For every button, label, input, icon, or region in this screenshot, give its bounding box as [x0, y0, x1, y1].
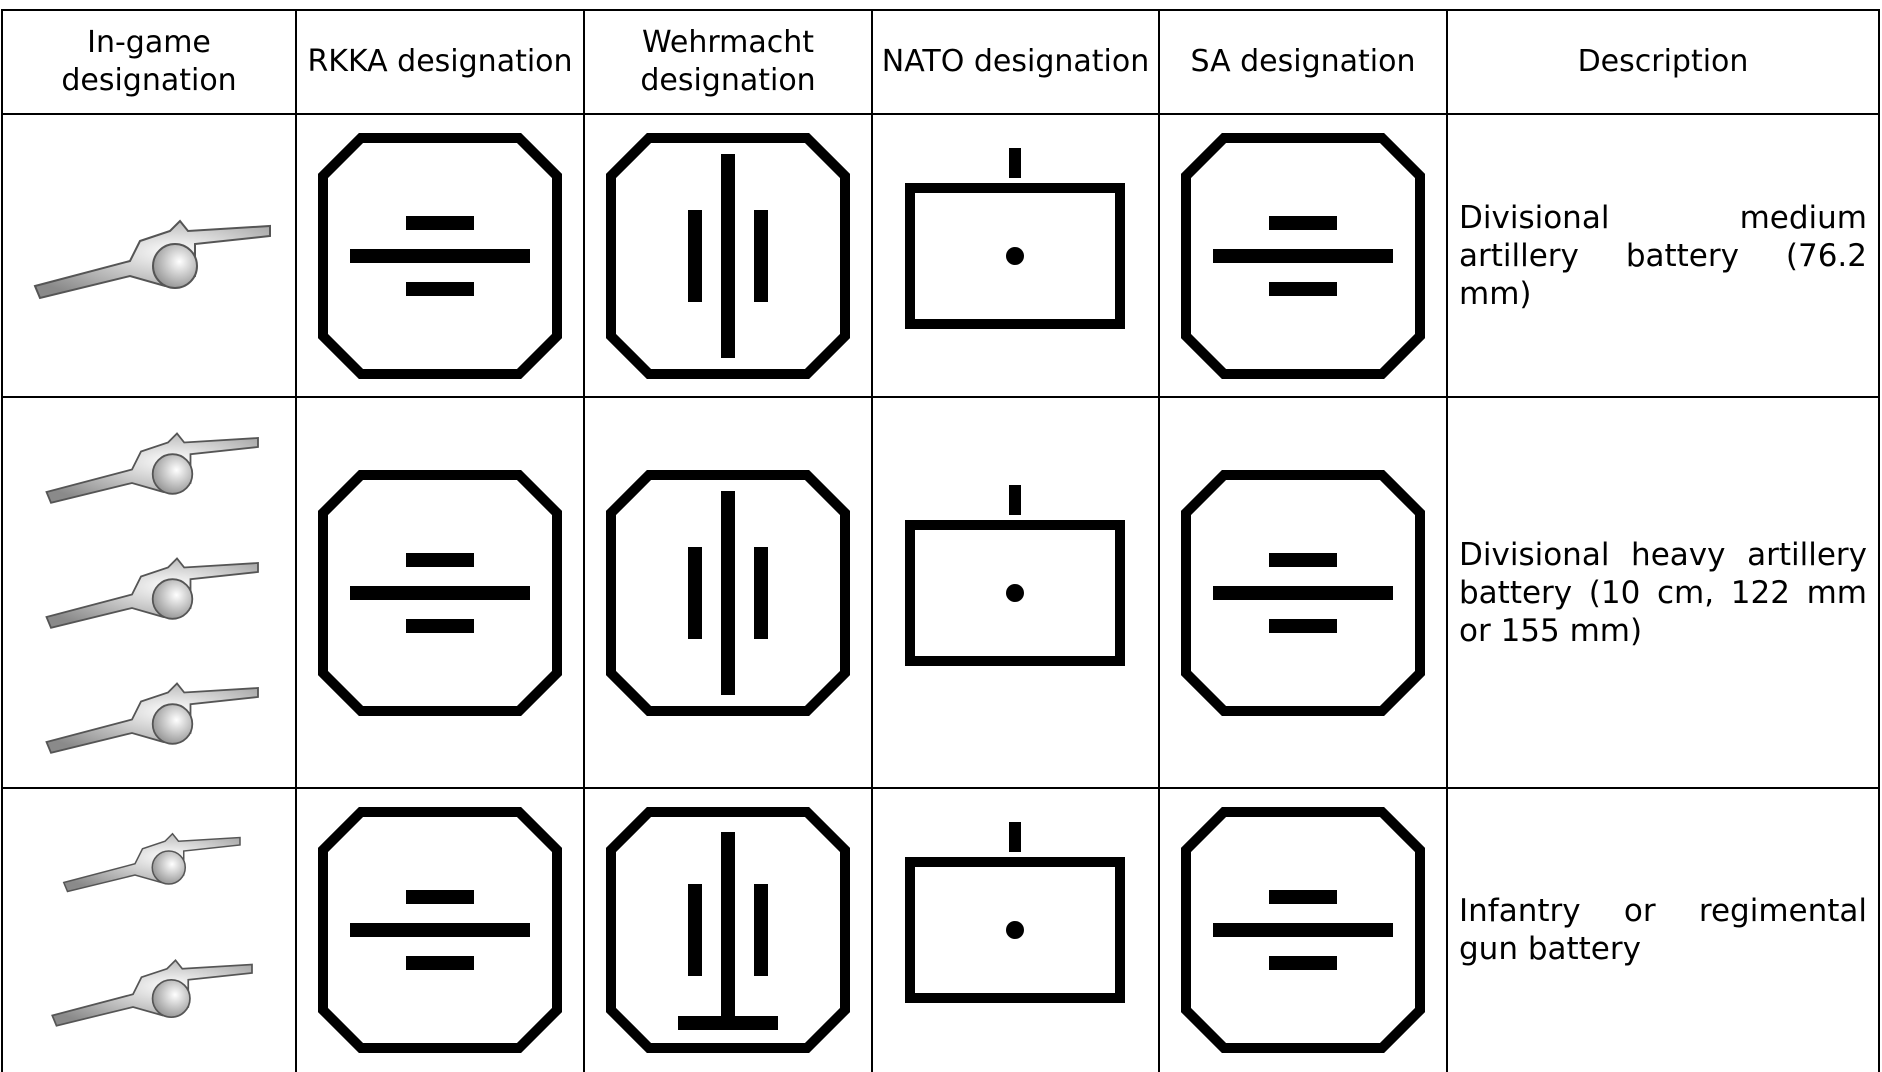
header-cell: Wehrmacht designation — [640, 25, 816, 98]
header-cell: Description — [1577, 44, 1749, 79]
description: Divisional medium artillery battery (76.… — [1459, 199, 1867, 312]
description: Divisional heavy artillery battery (10 c… — [1459, 536, 1867, 649]
unit-symbols — [34, 138, 1420, 1048]
header-cell: In-game designation — [61, 25, 237, 98]
header-cell: RKKA designation — [307, 44, 573, 79]
header-cell: NATO designation — [881, 44, 1150, 79]
description-cell: Infantry or regimental gun battery — [1447, 788, 1879, 1072]
table-grid — [1, 9, 1880, 1072]
description-cell: Divisional medium artillery battery (76.… — [1447, 114, 1879, 397]
description-cell: Divisional heavy artillery battery (10 c… — [1447, 397, 1879, 788]
description: Infantry or regimental gun battery — [1459, 893, 1867, 967]
header-cell: SA designation — [1190, 44, 1416, 79]
